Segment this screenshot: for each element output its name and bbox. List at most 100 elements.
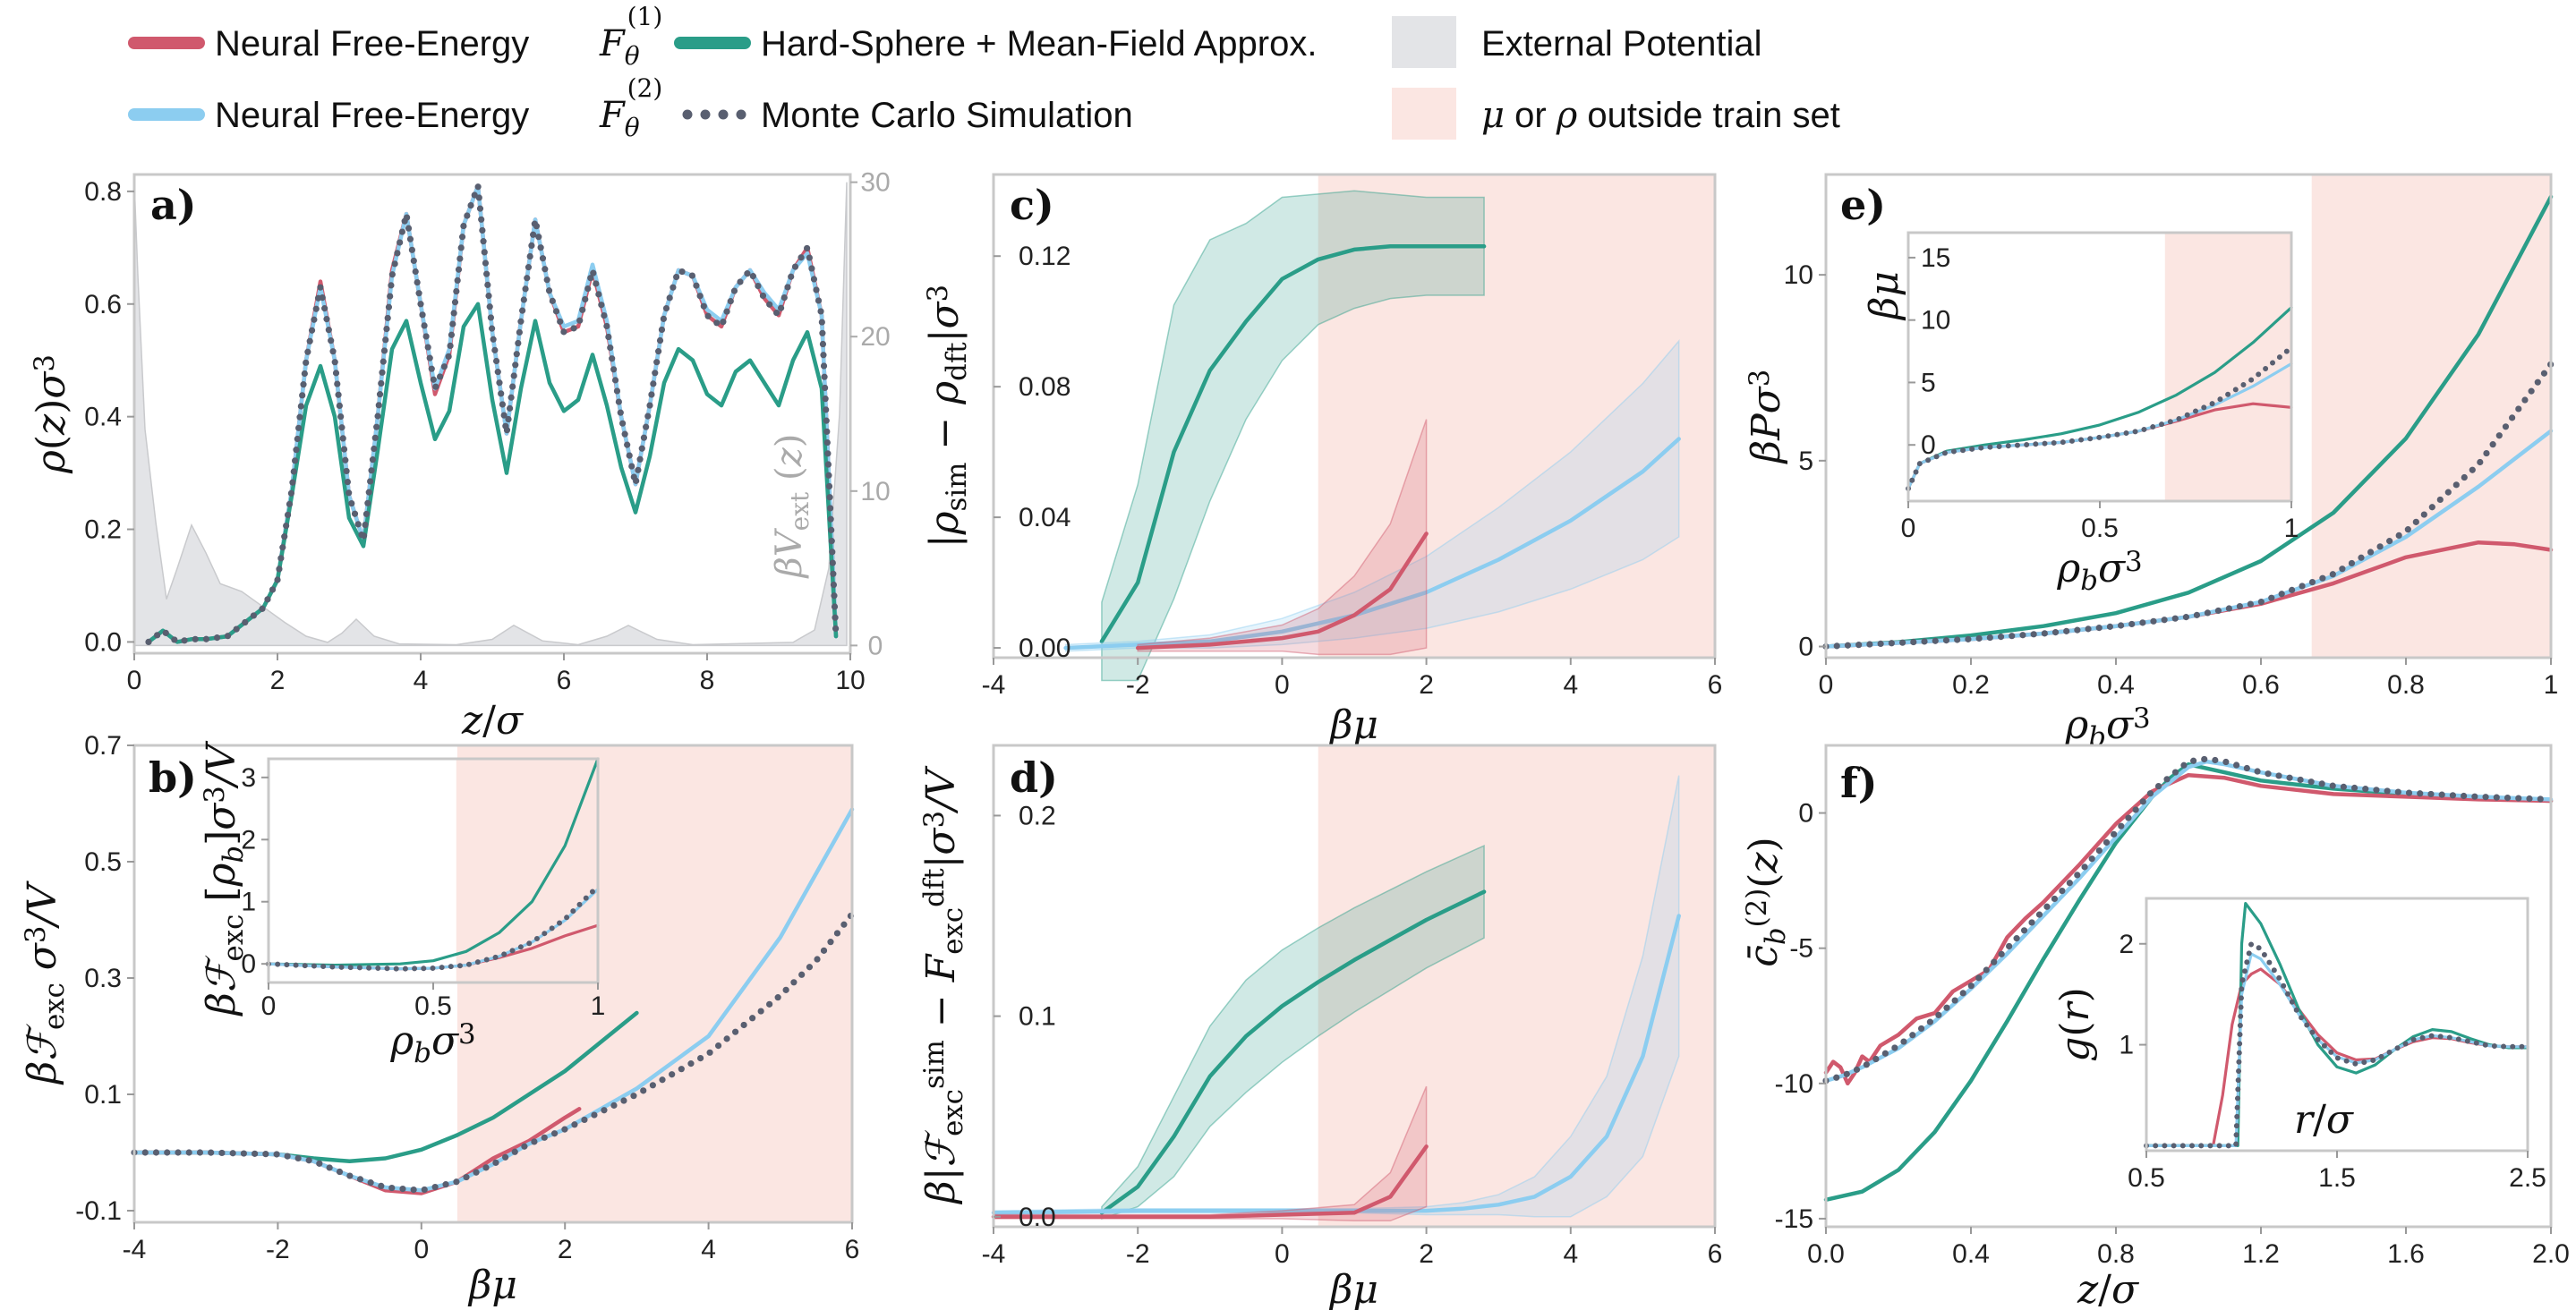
series-hsmf bbox=[1099, 244, 1487, 644]
y-axis-label-part: β bbox=[1744, 440, 1789, 464]
inset-x-label-part: 3 bbox=[458, 1018, 476, 1051]
outside-train-region bbox=[1318, 174, 1715, 658]
x-tick-label: 2.0 bbox=[2532, 1239, 2570, 1269]
x-tick-label: 2 bbox=[1419, 1239, 1434, 1269]
legend-label: μ or ρ outside train set bbox=[1481, 95, 1840, 136]
series-mc bbox=[2144, 940, 2530, 1149]
legend-label-part: μ bbox=[1481, 95, 1505, 136]
legend-label-part: or bbox=[1505, 96, 1557, 135]
series-mc bbox=[1822, 755, 2555, 1085]
y-tick-label: 0.1 bbox=[84, 1080, 122, 1110]
y-axis-label-part: sim bbox=[941, 463, 973, 512]
panel-c: -4 -2 0 2 4 60.000.040.080.12c)βμ|ρsim − ρdft… bbox=[922, 173, 1722, 748]
y-axis-label: βPσ3 bbox=[1744, 370, 1789, 465]
inset-x-label-part: r bbox=[2294, 1097, 2316, 1143]
y-tick-label: 5 bbox=[1798, 447, 1813, 476]
x-tick-label: 1 bbox=[2544, 670, 2559, 700]
y2-tick-label: 30 bbox=[860, 168, 890, 198]
inset-y-label-part: [ bbox=[199, 887, 244, 914]
axes-frame bbox=[992, 173, 1717, 659]
x-tick-label: 0.5 bbox=[2128, 1163, 2165, 1193]
legend-label-part: outside train set bbox=[1577, 96, 1840, 135]
legend-math-part: (1) bbox=[627, 2, 663, 31]
y2-axis-label-part: β bbox=[769, 557, 810, 579]
inset-y-label-part: ρ bbox=[199, 863, 244, 888]
inset-y-label-part: μ bbox=[1862, 271, 1907, 297]
inset-x-label: ρbσ3 bbox=[2056, 546, 2142, 597]
x-axis-label: ρbσ3 bbox=[2064, 702, 2150, 753]
inset-x-label: r/σ bbox=[2294, 1097, 2355, 1143]
y-axis-label-part: / bbox=[20, 909, 65, 930]
y2-axis-label-part: z bbox=[769, 447, 810, 467]
y-axis-label-part: 3 bbox=[918, 811, 951, 829]
x-axis-label-part: β bbox=[1328, 702, 1352, 748]
inset-x-label-part: σ bbox=[431, 1018, 460, 1064]
y-tick-label: 0.04 bbox=[1019, 503, 1070, 532]
x-axis-label-part: μ bbox=[491, 1263, 517, 1308]
y-tick-label: 0.8 bbox=[84, 177, 122, 207]
x-axis-label-part: 3 bbox=[2133, 702, 2151, 735]
x-tick-label: 0 bbox=[127, 666, 142, 695]
x-tick-label: -4 bbox=[123, 1235, 147, 1264]
series-mc bbox=[131, 910, 856, 1194]
series-neural1 bbox=[991, 1144, 1429, 1220]
y-tick-label: 0 bbox=[241, 949, 256, 979]
x-tick-label: 2.5 bbox=[2509, 1163, 2546, 1193]
y-axis-label-part: ( bbox=[1741, 873, 1787, 889]
x-tick-label: 0 bbox=[1275, 670, 1290, 700]
y-tick-label: 0.0 bbox=[84, 627, 122, 657]
y-axis-label-part: z bbox=[1741, 852, 1787, 874]
x-axis-label: βμ bbox=[1328, 1267, 1378, 1310]
legend-label: Hard-Sphere + Mean-Field Approx. bbox=[761, 24, 1317, 64]
x-axis-label: βμ bbox=[1328, 702, 1378, 748]
inset-x-label-part: b bbox=[414, 1037, 431, 1069]
x-tick-label: 0.8 bbox=[2097, 1239, 2135, 1269]
x-tick-label: 4 bbox=[1563, 670, 1578, 700]
legend-math: Fθ (2) bbox=[599, 73, 662, 142]
series-neural2 bbox=[991, 914, 1681, 1215]
y-axis-label-part: σ bbox=[922, 301, 968, 329]
y-axis-label-part: ) bbox=[29, 399, 74, 414]
x-axis-label: z/σ bbox=[2077, 1267, 2140, 1310]
external-potential-area bbox=[133, 182, 848, 647]
y-tick-label: 0.3 bbox=[84, 964, 122, 993]
series-neural1 bbox=[146, 183, 839, 644]
legend-label: Monte Carlo Simulation bbox=[761, 96, 1133, 135]
y-axis-label-part: dft bbox=[941, 342, 973, 381]
inset-y-label-part: V bbox=[199, 740, 244, 772]
x-axis-label-part: σ bbox=[2106, 702, 2135, 748]
y-tick-label: 0.2 bbox=[84, 515, 122, 545]
y-tick-label: 1 bbox=[2119, 1031, 2134, 1060]
series-hsmf bbox=[2145, 902, 2529, 1147]
x-axis-label-part: / bbox=[482, 698, 496, 744]
x-axis-label-part: β bbox=[467, 1263, 491, 1308]
y-axis-label: c̄b(2)(z) bbox=[1741, 837, 1792, 967]
x-axis-label-part: z bbox=[2077, 1267, 2099, 1310]
y-axis-label-part: sim bbox=[918, 1040, 951, 1089]
series-neural1 bbox=[1135, 532, 1429, 651]
y2-tick-label: 10 bbox=[860, 477, 890, 506]
inset-y-label-part: ] bbox=[199, 830, 244, 846]
panel-d: -4 -2 0 2 4 60.00.10.2d)βμβ|ℱexcsim − Fexcdft… bbox=[918, 744, 1722, 1310]
inset-y-label-part: β bbox=[1862, 297, 1907, 321]
y-axis-label-part: V bbox=[20, 880, 65, 913]
inset-y-label-part: σ bbox=[199, 802, 244, 830]
y-axis-label-part: dft bbox=[918, 868, 951, 907]
inset-x-label-part: b bbox=[2080, 565, 2098, 597]
x-axis-label-part: / bbox=[2098, 1267, 2111, 1310]
inset-x-label-part: ρ bbox=[389, 1018, 414, 1064]
x-tick-label: 0 bbox=[1819, 670, 1834, 700]
y-axis-label-part: | bbox=[922, 329, 968, 343]
y-axis-label-part: σ bbox=[1744, 385, 1789, 413]
x-tick-label: 0 bbox=[1901, 514, 1916, 543]
y-axis-label-part: ) bbox=[1741, 837, 1787, 852]
x-axis-label-part: ρ bbox=[2064, 702, 2088, 748]
legend-math-part: F bbox=[599, 95, 626, 136]
inset-x-label: ρbσ3 bbox=[389, 1018, 475, 1069]
y-axis-label-part: σ bbox=[20, 941, 65, 982]
x-axis-label-part: b bbox=[2088, 721, 2106, 753]
panel-label: d) bbox=[1010, 753, 1058, 802]
y-axis-label-part: 3 bbox=[1744, 370, 1776, 387]
inset-y-label-part: ( bbox=[2052, 1021, 2098, 1036]
